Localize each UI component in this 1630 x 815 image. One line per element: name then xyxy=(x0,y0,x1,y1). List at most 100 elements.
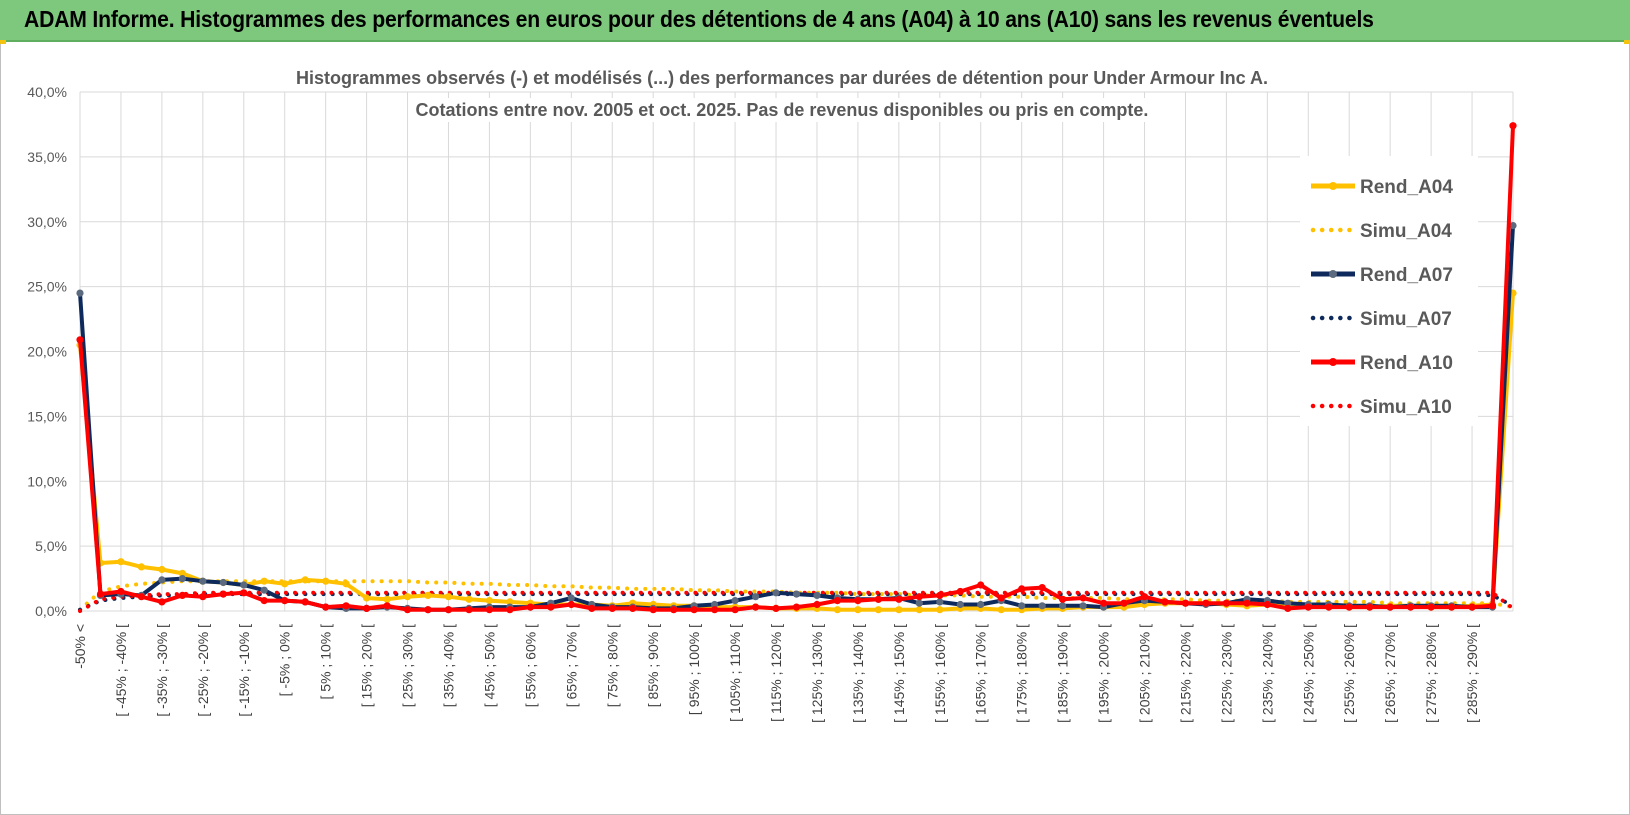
data-point xyxy=(813,600,821,609)
data-point xyxy=(444,593,453,601)
data-point xyxy=(915,606,923,614)
data-point xyxy=(158,576,166,584)
data-point xyxy=(158,565,166,574)
data-point xyxy=(158,598,166,606)
data-point xyxy=(383,602,391,610)
x-tick-label: [ 95% ; 100% [ xyxy=(686,624,702,715)
data-point xyxy=(1448,603,1456,611)
data-point xyxy=(547,603,555,611)
data-point xyxy=(301,598,309,606)
y-tick-label: 5,0% xyxy=(35,538,67,554)
chart-title-background xyxy=(290,66,1274,90)
legend-background xyxy=(1300,156,1478,426)
x-tick-label: [ 25% ; 30% [ xyxy=(400,624,416,707)
series-line xyxy=(78,292,1515,612)
data-point xyxy=(178,575,186,583)
y-tick-label: 25,0% xyxy=(27,279,67,295)
data-point xyxy=(1181,599,1190,607)
data-point xyxy=(260,597,268,605)
data-point xyxy=(137,593,145,601)
data-point xyxy=(1284,604,1292,613)
data-point xyxy=(342,602,350,610)
data-point xyxy=(1427,603,1435,611)
data-point xyxy=(117,587,125,596)
legend-label: Simu_A10 xyxy=(1360,397,1452,418)
data-point xyxy=(854,597,862,605)
chart-subtitle: Cotations entre nov. 2005 et oct. 2025. … xyxy=(416,100,1149,120)
x-tick-label: [ 55% ; 60% [ xyxy=(522,624,538,707)
data-point xyxy=(96,590,105,598)
data-point xyxy=(383,595,391,603)
data-point xyxy=(1222,599,1230,607)
data-point xyxy=(1468,603,1476,611)
y-tick-label: 30,0% xyxy=(27,214,67,230)
x-tick-label: [ 65% ; 70% [ xyxy=(563,624,579,707)
data-point xyxy=(219,578,227,587)
x-axis: -50% < [ -45% ; -40% [[ -35% ; -30% [[ -2… xyxy=(72,624,1480,723)
data-point xyxy=(1407,603,1415,611)
legend-item: Rend_A07 xyxy=(1311,265,1453,286)
x-tick-label: [ 255% ; 260% [ xyxy=(1341,624,1357,723)
legend-item: Simu_A10 xyxy=(1310,397,1452,418)
data-point xyxy=(649,606,657,614)
series-rend-a10 xyxy=(76,122,1517,614)
data-point xyxy=(301,576,309,584)
data-point xyxy=(199,593,207,601)
data-point xyxy=(403,606,412,614)
data-point xyxy=(936,606,944,614)
data-point xyxy=(1038,584,1046,592)
x-tick-label: [ 135% ; 140% [ xyxy=(850,624,866,723)
data-point xyxy=(444,606,453,614)
data-point xyxy=(813,591,821,600)
data-point xyxy=(240,589,248,597)
data-point xyxy=(977,581,985,589)
data-point xyxy=(915,599,923,607)
y-tick-label: 35,0% xyxy=(27,149,67,165)
y-tick-label: 10,0% xyxy=(27,473,67,489)
series-line xyxy=(78,125,1515,612)
data-point xyxy=(895,595,903,603)
data-point xyxy=(526,603,535,611)
data-point xyxy=(752,593,760,601)
data-point xyxy=(670,606,678,614)
data-point xyxy=(240,581,248,589)
data-point xyxy=(977,600,985,609)
data-point xyxy=(1304,603,1312,611)
data-point xyxy=(199,577,207,585)
data-point xyxy=(567,594,575,602)
data-point xyxy=(465,595,473,603)
corner-accent-left xyxy=(0,40,6,44)
data-point xyxy=(690,606,698,614)
x-tick-label: [ 235% ; 240% [ xyxy=(1259,624,1275,723)
y-tick-label: 40,0% xyxy=(27,84,67,100)
x-tick-label: [ 155% ; 160% [ xyxy=(932,624,948,723)
legend-label: Rend_A10 xyxy=(1360,353,1453,374)
data-point xyxy=(833,597,842,605)
data-point xyxy=(1018,602,1026,610)
data-point xyxy=(322,577,330,585)
x-tick-label: [ 75% ; 80% [ xyxy=(604,624,620,707)
legend-item: Rend_A10 xyxy=(1311,353,1453,374)
data-point xyxy=(956,587,964,596)
data-point xyxy=(506,598,514,606)
data-point xyxy=(874,595,883,603)
data-point xyxy=(792,603,801,611)
report-banner: ADAM Informe. Histogrammes des performan… xyxy=(0,0,1630,42)
data-point xyxy=(711,600,719,609)
x-tick-label: [ 85% ; 90% [ xyxy=(645,624,661,707)
x-tick-label: [ -45% ; -40% [ xyxy=(113,624,129,717)
data-point xyxy=(567,600,575,609)
series-line xyxy=(78,225,1515,612)
data-point xyxy=(936,591,944,600)
data-point xyxy=(1038,602,1046,610)
data-point xyxy=(915,593,923,601)
data-point xyxy=(1079,602,1087,610)
data-point xyxy=(711,606,719,614)
data-point xyxy=(731,597,739,605)
x-tick-label: [ 5% ; 10% [ xyxy=(318,624,334,700)
y-tick-label: 15,0% xyxy=(27,408,67,424)
data-point xyxy=(1018,585,1026,593)
legend-item: Simu_A04 xyxy=(1310,221,1452,242)
legend-item: Rend_A04 xyxy=(1311,177,1453,198)
x-tick-label: -50% < xyxy=(72,624,88,669)
